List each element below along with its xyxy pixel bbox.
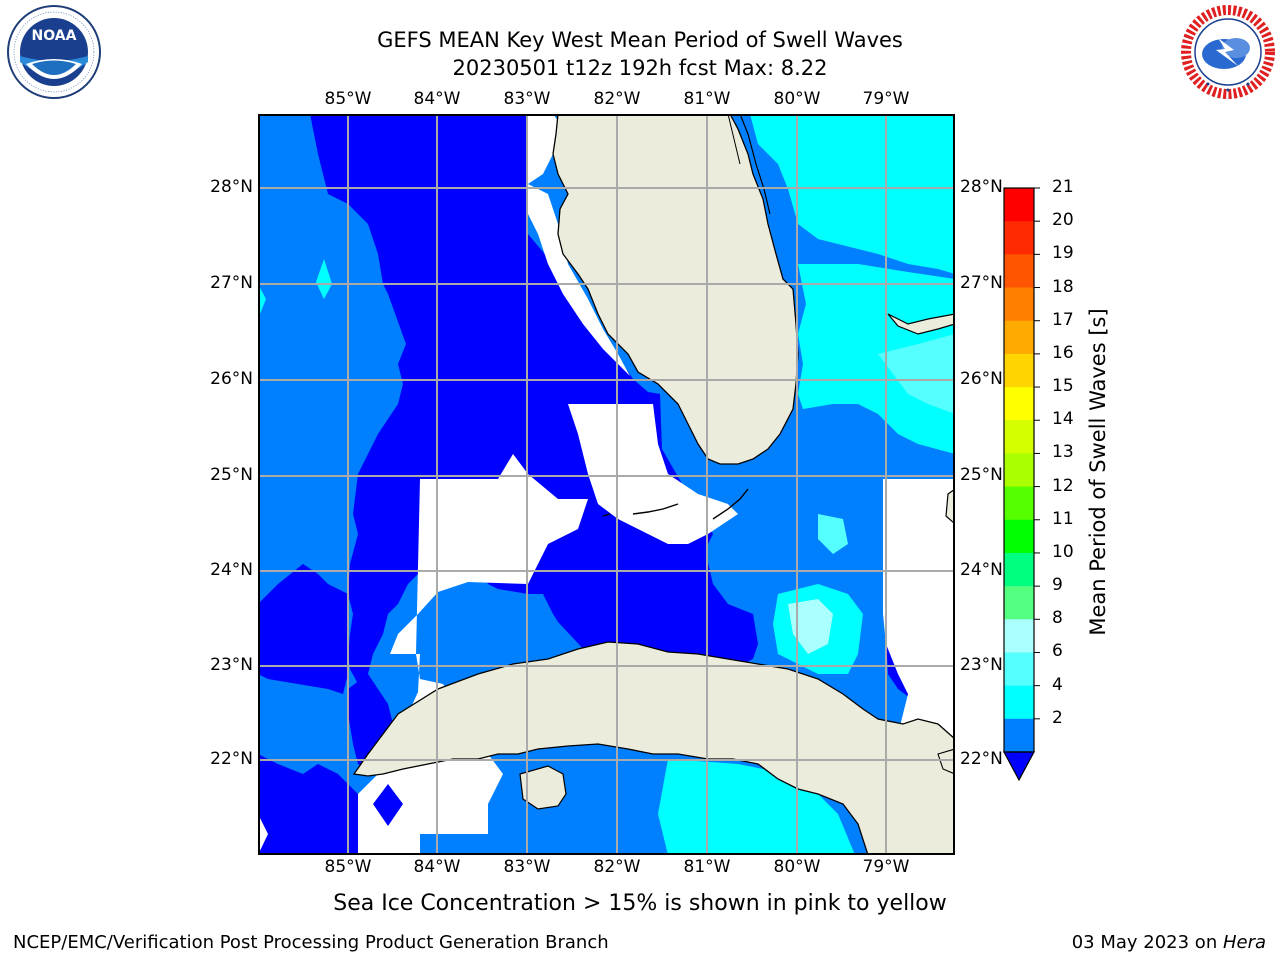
colorbar-tick-label: 12: [1052, 475, 1074, 496]
colorbar-segment: [1004, 221, 1034, 255]
no-data-corner: [258, 814, 268, 855]
lon-label-top: 84°W: [413, 89, 461, 109]
lat-label-left: 27°N: [210, 273, 253, 293]
lon-label-bottom: 85°W: [324, 857, 372, 877]
footer-date: 03 May 2023 on Hera: [1072, 932, 1266, 953]
colorbar-segment: [1004, 287, 1034, 322]
footer-date-text: 03 May 2023 on: [1071, 932, 1223, 953]
colorbar-tick-label: 11: [1052, 508, 1074, 529]
colorbar-tick-label: 14: [1052, 409, 1074, 430]
colorbar: [1002, 187, 1040, 782]
graticule: [258, 114, 955, 855]
swell-contour-4-6-gulf-patch: [316, 259, 332, 299]
chart-title-line2: 20230501 t12z 192h fcst Max: 8.22: [452, 56, 828, 80]
andros-island: [945, 488, 955, 525]
colorbar-segment: [1004, 453, 1034, 488]
lat-label-left: 24°N: [210, 560, 253, 580]
lon-label-bottom: 81°W: [683, 857, 731, 877]
colorbar-segment: [1004, 718, 1034, 753]
svg-text:NOAA: NOAA: [32, 28, 77, 44]
colorbar-segment: [1004, 619, 1034, 653]
colorbar-tick-label: 17: [1052, 309, 1074, 330]
lat-label-left: 23°N: [210, 655, 253, 675]
no-data-coastal: [528, 184, 630, 376]
lat-label-right: 22°N: [960, 749, 1003, 769]
colorbar-segment: [1004, 353, 1034, 388]
cuba-landmass: [352, 641, 955, 855]
noaa-logo: NOAA: [6, 4, 102, 100]
grand-bahama-island: [887, 313, 955, 335]
swell-contour-4-6-east: [798, 264, 955, 454]
swell-contour-6-8-patch: [818, 514, 848, 554]
lat-label-left: 22°N: [210, 749, 253, 769]
colorbar-segment: [1004, 586, 1034, 620]
colorbar-segment: [1004, 552, 1034, 587]
colorbar-tick-label: 6: [1052, 641, 1063, 662]
lat-label-right: 25°N: [960, 465, 1003, 485]
swell-contour-under-2-west: [258, 564, 348, 694]
lat-label-right: 23°N: [960, 655, 1003, 675]
colorbar-tick-label: 10: [1052, 541, 1074, 562]
lat-label-left: 26°N: [210, 369, 253, 389]
colorbar-frame: [1003, 187, 1035, 753]
colorbar-tick-label: 4: [1052, 674, 1063, 695]
lat-label-right: 24°N: [960, 560, 1003, 580]
colorbar-tick-label: 8: [1052, 608, 1063, 629]
lat-label-right: 26°N: [960, 369, 1003, 389]
colorbar-tick-label: 13: [1052, 442, 1074, 463]
colorbar-segment: [1004, 420, 1034, 454]
chart-title-line1: GEFS MEAN Key West Mean Period of Swell …: [377, 28, 903, 52]
lon-label-bottom: 82°W: [593, 857, 641, 877]
colorbar-tick-label: 21: [1052, 177, 1074, 197]
lon-label-bottom: 84°W: [413, 857, 461, 877]
footer-branch: NCEP/EMC/Verification Post Processing Pr…: [13, 932, 609, 953]
colorbar-tick-label: 9: [1052, 575, 1063, 596]
colorbar-tick-label: 2: [1052, 707, 1063, 728]
swell-contour-under-2-sw: [258, 754, 368, 855]
colorbar-tick-label: 19: [1052, 243, 1074, 264]
lon-label-top: 79°W: [862, 89, 910, 109]
lon-label-top: 80°W: [773, 89, 821, 109]
colorbar-under-triangle: [1002, 751, 1036, 782]
map-plot: [258, 114, 955, 855]
lon-label-top: 83°W: [503, 89, 551, 109]
isla-de-la-juventud: [519, 765, 567, 810]
lon-label-top: 81°W: [683, 89, 731, 109]
colorbar-tick-label: 20: [1052, 210, 1074, 231]
colorbar-tick-label: 18: [1052, 276, 1074, 297]
lon-label-top: 82°W: [593, 89, 641, 109]
nws-logo: [1178, 2, 1278, 102]
colorbar-segment: [1004, 685, 1034, 720]
no-data-region-keys: [568, 404, 738, 544]
lon-label-bottom: 83°W: [503, 857, 551, 877]
swell-contour-8-9-patch: [788, 599, 833, 654]
colorbar-label: Mean Period of Swell Waves [s]: [1086, 308, 1110, 636]
lon-label-bottom: 79°W: [862, 857, 910, 877]
colorbar-segment: [1004, 387, 1034, 421]
lon-label-bottom: 80°W: [773, 857, 821, 877]
sea-ice-note: Sea Ice Concentration > 15% is shown in …: [333, 891, 947, 916]
no-data-region-bahamas: [878, 479, 955, 804]
colorbar-tick-label: 16: [1052, 342, 1074, 363]
colorbar-segment: [1004, 320, 1034, 355]
florida-keys: [712, 488, 749, 520]
lat-label-left: 28°N: [210, 177, 253, 197]
map-frame: [258, 114, 955, 855]
lat-label-right: 27°N: [960, 273, 1003, 293]
swell-contour-under-2-diamond: [373, 784, 403, 826]
colorbar-segment: [1004, 254, 1034, 289]
colorbar-segment: [1004, 519, 1034, 554]
lat-label-right: 28°N: [960, 177, 1003, 197]
colorbar-segment: [1004, 652, 1034, 687]
florida-landmass: [552, 114, 799, 465]
swell-contour-4-6-north: [750, 114, 955, 274]
footer-machine: Hera: [1222, 932, 1266, 953]
lat-label-left: 25°N: [210, 465, 253, 485]
colorbar-tick-label: 15: [1052, 376, 1074, 397]
swell-contour-6-8-east: [878, 334, 955, 414]
colorbar-segment: [1004, 486, 1034, 521]
lon-label-top: 85°W: [324, 89, 372, 109]
colorbar-segment: [1004, 188, 1034, 222]
